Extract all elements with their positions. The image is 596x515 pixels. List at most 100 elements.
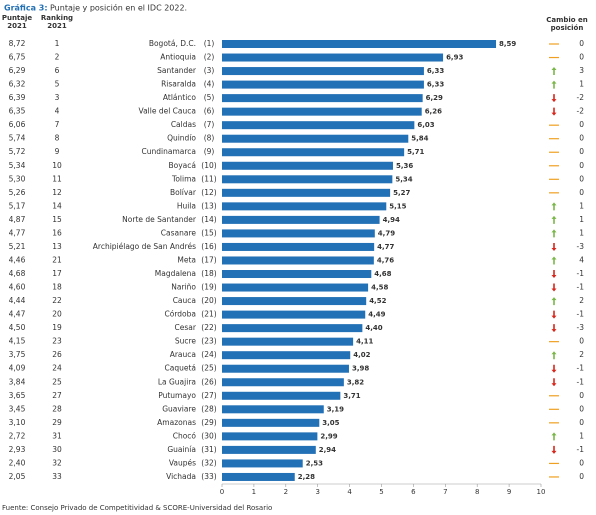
- change-value: 2: [579, 296, 584, 305]
- bar: [222, 188, 391, 197]
- x-tick-label: 1: [252, 488, 256, 496]
- change-value: -1: [577, 445, 585, 454]
- rank-2022: (17): [201, 255, 216, 264]
- category-label: Atlántico: [163, 93, 197, 102]
- value-label: 5,71: [407, 148, 424, 156]
- ranking-2021: 3: [55, 93, 60, 102]
- bar: [222, 310, 366, 319]
- rank-2022: (14): [201, 215, 216, 224]
- bar: [222, 80, 424, 89]
- bar: [222, 405, 324, 414]
- change-value: 1: [579, 431, 584, 440]
- category-label: La Guajira: [158, 377, 196, 386]
- ranking-2021: 29: [52, 418, 62, 427]
- value-label: 3,19: [327, 405, 344, 413]
- ranking-2021: 6: [55, 66, 60, 75]
- puntaje-2021: 6,32: [9, 80, 26, 89]
- category-label: Vichada: [166, 472, 196, 481]
- value-label: 3,82: [347, 378, 364, 386]
- ranking-2021: 17: [52, 269, 62, 278]
- puntaje-2021: 5,30: [9, 174, 26, 183]
- change-arrow: [551, 107, 557, 116]
- x-tick-label: 7: [443, 488, 447, 496]
- rank-2022: (15): [201, 228, 216, 237]
- rank-2022: (28): [201, 404, 216, 413]
- ranking-2021: 1: [55, 39, 60, 48]
- x-tick-label: 9: [507, 488, 511, 496]
- ranking-2021: 26: [52, 350, 62, 359]
- rank-2022: (9): [204, 147, 215, 156]
- change-arrow: [551, 67, 557, 76]
- ranking-2021: 14: [52, 201, 62, 210]
- rank-2022: (33): [201, 472, 216, 481]
- value-label: 5,34: [395, 175, 412, 183]
- ranking-2021: 20: [52, 310, 62, 319]
- value-label: 4,52: [369, 297, 386, 305]
- ranking-2021: 11: [52, 174, 62, 183]
- change-value: 0: [579, 161, 584, 170]
- change-value: 0: [579, 472, 584, 481]
- value-label: 4,02: [353, 351, 370, 359]
- ranking-2021: 24: [52, 364, 62, 373]
- value-label: 2,99: [320, 432, 337, 440]
- rank-2022: (5): [204, 93, 215, 102]
- ranking-2021: 30: [52, 445, 62, 454]
- bar: [222, 202, 387, 211]
- change-value: 2: [579, 350, 584, 359]
- rank-2022: (12): [201, 188, 216, 197]
- bar: [222, 459, 303, 468]
- value-label: 2,94: [319, 446, 336, 454]
- rank-2022: (10): [201, 161, 216, 170]
- value-label: 8,59: [499, 40, 516, 48]
- puntaje-2021: 4,15: [9, 337, 26, 346]
- bar: [222, 283, 369, 292]
- change-value: -1: [577, 283, 585, 292]
- category-label: Chocó: [173, 431, 197, 440]
- category-label: Arauca: [170, 350, 196, 359]
- ranking-2021: 7: [55, 120, 60, 129]
- value-label: 6,03: [417, 121, 434, 129]
- value-label: 6,33: [427, 81, 444, 89]
- change-arrow: [551, 445, 557, 454]
- bar: [222, 418, 320, 427]
- puntaje-2021: 3,65: [9, 391, 26, 400]
- ranking-2021: 18: [52, 283, 62, 292]
- ranking-2021: 13: [52, 242, 62, 251]
- title-prefix: Gráfica 3:: [4, 4, 48, 13]
- change-arrow: [551, 297, 557, 306]
- ranking-2021: 12: [52, 188, 62, 197]
- bar: [222, 121, 415, 130]
- ranking-2021: 28: [52, 404, 62, 413]
- value-label: 4,58: [371, 284, 388, 292]
- bar: [222, 337, 354, 346]
- value-label: 4,49: [368, 311, 385, 319]
- header: 2021: [47, 22, 67, 30]
- ranking-2021: 9: [55, 147, 60, 156]
- ranking-2021: 16: [52, 228, 62, 237]
- value-label: 2,28: [298, 473, 315, 481]
- bar: [222, 215, 380, 224]
- rank-2022: (8): [204, 134, 215, 143]
- rank-2022: (30): [201, 431, 216, 440]
- category-label: Sucre: [175, 337, 197, 346]
- change-arrow: [551, 270, 557, 279]
- ranking-2021: 19: [52, 323, 62, 332]
- bar: [222, 378, 344, 387]
- ranking-2021: 32: [52, 458, 62, 467]
- rank-2022: (13): [201, 201, 216, 210]
- puntaje-2021: 6,29: [9, 66, 26, 75]
- value-label: 5,84: [411, 135, 428, 143]
- ranking-2021: 2: [55, 53, 60, 62]
- bar: [222, 229, 375, 238]
- rank-2022: (1): [204, 39, 215, 48]
- ranking-2021: 27: [52, 391, 62, 400]
- category-label: Quindío: [167, 134, 196, 143]
- category-label: Norte de Santander: [122, 215, 197, 224]
- change-value: 0: [579, 188, 584, 197]
- puntaje-2021: 3,45: [9, 404, 26, 413]
- bar: [222, 107, 422, 116]
- category-label: Bolívar: [170, 188, 197, 197]
- change-arrow: [551, 229, 557, 238]
- bar: [222, 40, 497, 48]
- rank-2022: (26): [201, 377, 216, 386]
